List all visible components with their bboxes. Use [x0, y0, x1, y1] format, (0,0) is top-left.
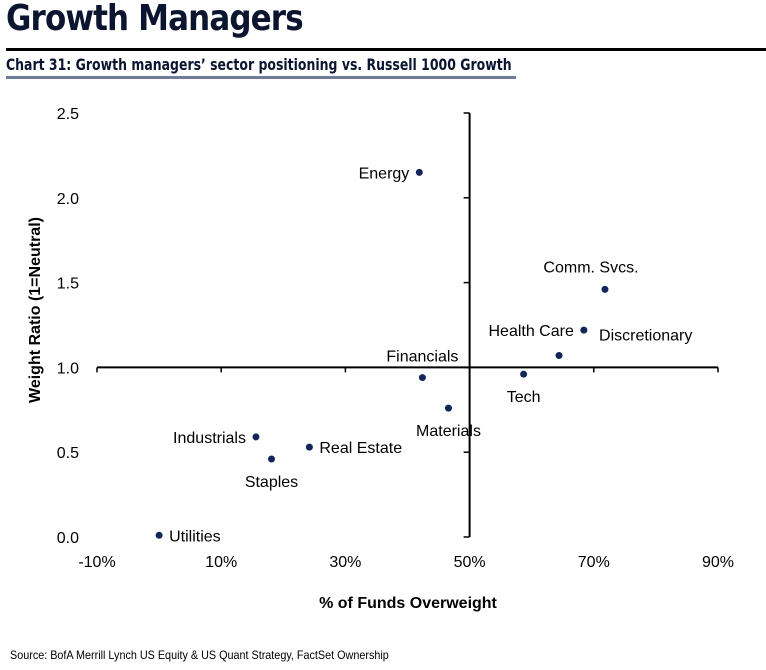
data-point-group: Real Estate: [305, 440, 402, 457]
axes: [96, 112, 719, 538]
y-tick-label: 0.5: [57, 445, 79, 462]
x-tick-label: 90%: [702, 554, 734, 571]
y-axis-title: Weight Ratio (1=Neutral): [27, 217, 44, 403]
data-point-group: Health Care: [488, 323, 588, 340]
data-point-group: Discretionary: [555, 328, 692, 360]
data-point-group: Tech: [507, 370, 541, 406]
data-point: [444, 404, 452, 412]
x-tick-label: 50%: [454, 554, 486, 571]
data-point: [555, 352, 563, 360]
x-tick-label: 70%: [578, 554, 610, 571]
data-point-group: Financials: [386, 349, 458, 382]
data-point-group: Materials: [416, 404, 481, 440]
data-point-label: Health Care: [488, 323, 573, 340]
subtitle-rule: [6, 76, 516, 79]
x-tick-label: -10%: [78, 554, 115, 571]
y-tick-label: 2.5: [57, 106, 79, 123]
data-point-label: Discretionary: [599, 328, 692, 345]
data-point-label: Financials: [386, 349, 458, 366]
data-point-label: Energy: [359, 165, 410, 182]
data-point: [252, 433, 260, 441]
data-point-group: Energy: [359, 165, 423, 182]
data-point: [418, 374, 426, 382]
data-point-label: Utilities: [169, 528, 221, 545]
y-tick-label: 2.0: [57, 191, 79, 208]
source-note: Source: BofA Merrill Lynch US Equity & U…: [10, 648, 389, 662]
y-tick-labels: 0.0 0.5 1.0 1.5 2.0 2.5: [57, 106, 79, 547]
y-tick-label: 1.0: [57, 360, 79, 377]
data-point-label: Staples: [245, 474, 298, 491]
data-point-label: Comm. Svcs.: [543, 259, 638, 276]
x-tick-labels: -10% 10% 30% 50% 70% 90%: [78, 554, 734, 571]
data-point: [155, 531, 163, 539]
data-point: [520, 370, 528, 378]
data-point-label: Tech: [507, 389, 541, 406]
data-point: [268, 455, 276, 463]
data-points: Energy Comm. Svcs. Health Care Discretionar…: [155, 165, 692, 545]
data-point-label: Materials: [416, 423, 481, 440]
y-tick-label: 1.5: [57, 276, 79, 293]
data-point-group: Utilities: [155, 528, 221, 545]
data-point: [580, 326, 588, 334]
chart-subtitle: Chart 31: Growth managers’ sector positi…: [6, 55, 512, 74]
x-tick-label: 30%: [329, 554, 361, 571]
data-point-group: Industrials: [173, 430, 260, 447]
x-tick-label: 10%: [205, 554, 237, 571]
title-rule: [6, 48, 766, 51]
page-title: Growth Managers: [6, 0, 304, 39]
data-point-label: Industrials: [173, 430, 246, 447]
data-point: [305, 443, 313, 451]
data-point-group: Comm. Svcs.: [543, 259, 639, 293]
data-point: [601, 285, 609, 293]
x-axis-title: % of Funds Overweight: [319, 595, 497, 612]
data-point-group: Staples: [245, 455, 298, 491]
data-point-label: Real Estate: [319, 440, 402, 457]
y-tick-label: 0.0: [57, 530, 79, 547]
data-point: [415, 168, 423, 176]
